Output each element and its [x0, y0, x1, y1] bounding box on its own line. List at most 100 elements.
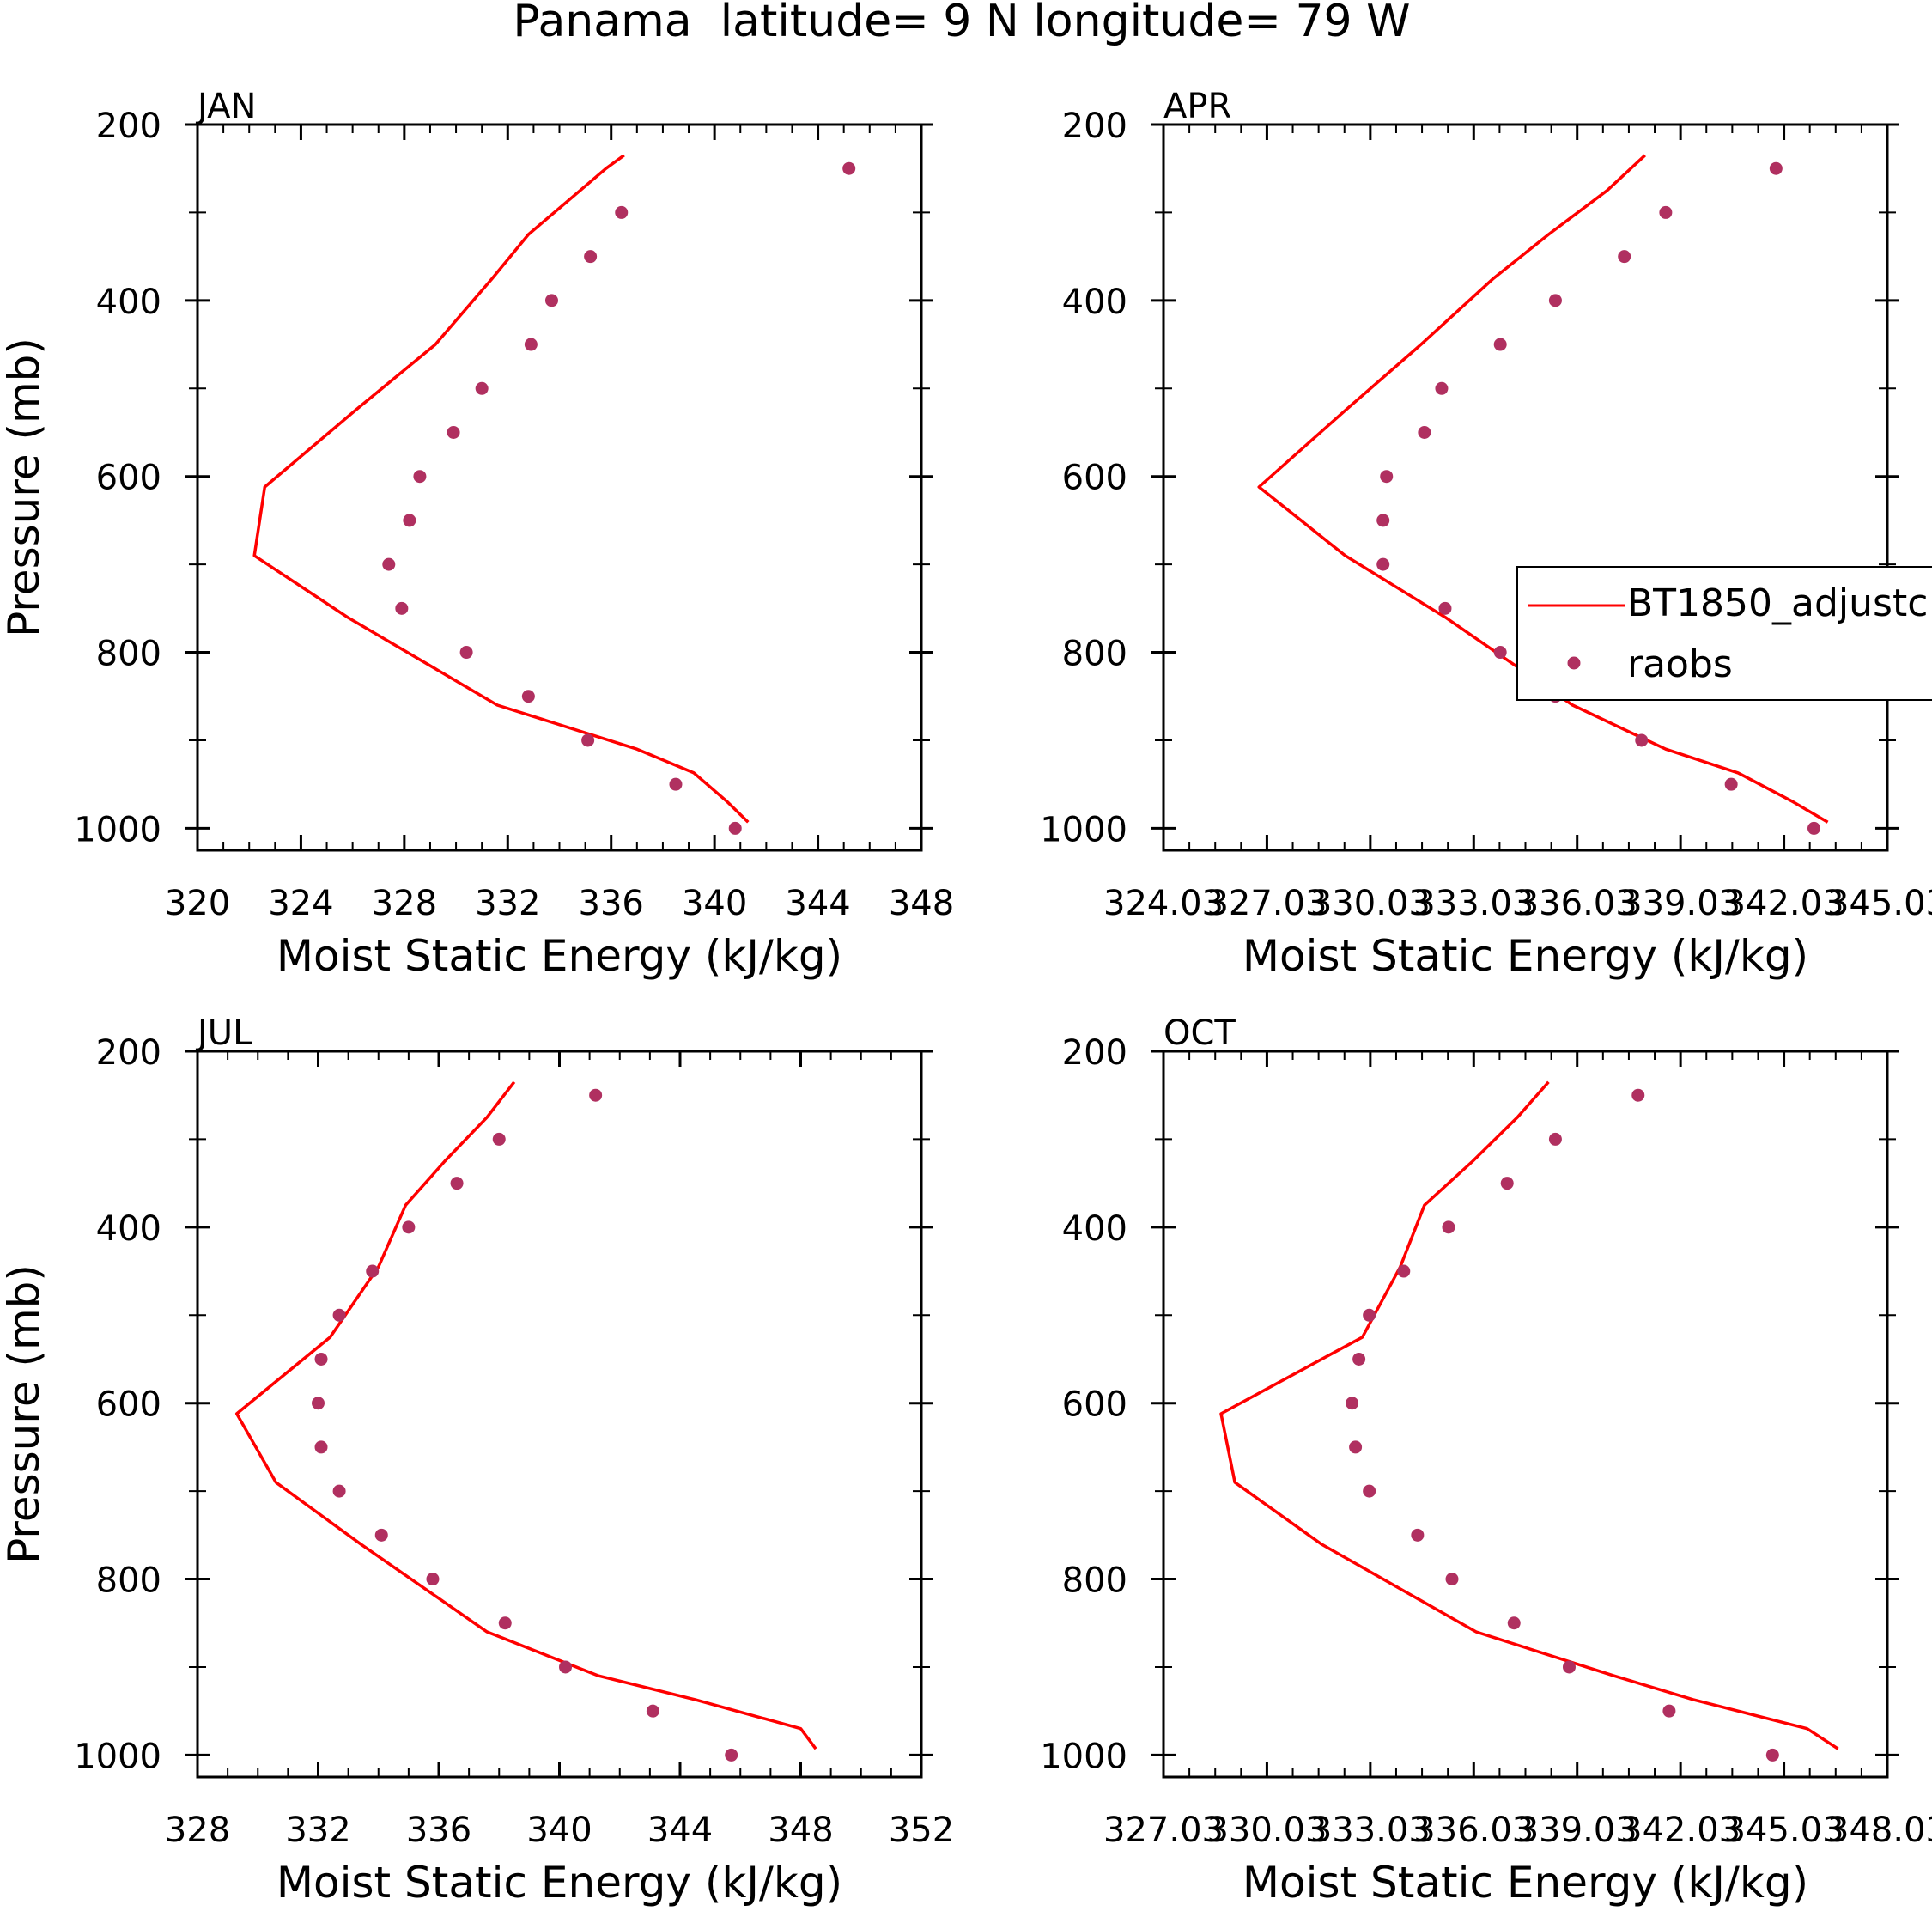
x-tick-label: 320 — [165, 884, 230, 923]
obs-point — [1442, 1220, 1455, 1234]
panel-label: OCT — [1163, 1013, 1236, 1053]
x-tick-label: 336 — [406, 1810, 471, 1850]
obs-point — [332, 1308, 346, 1322]
obs-point — [1411, 1528, 1425, 1542]
obs-point — [374, 1528, 388, 1542]
x-tick-label: 336.03 — [1413, 1810, 1534, 1850]
y-tick-label: 400 — [1062, 283, 1127, 322]
obs-point — [332, 1484, 346, 1498]
obs-point — [1631, 1088, 1645, 1102]
obs-point — [366, 1264, 380, 1278]
x-tick-label: 327.03 — [1103, 1810, 1224, 1850]
x-axis-title: Moist Static Energy (kJ/kg) — [276, 931, 842, 981]
y-tick-label: 1000 — [74, 1737, 161, 1776]
obs-point — [646, 1704, 659, 1718]
legend-box — [1516, 566, 1932, 701]
obs-point — [1493, 646, 1507, 660]
panel-label: JUL — [195, 1013, 252, 1053]
y-tick-label: 200 — [1062, 1033, 1127, 1073]
obs-point — [402, 1220, 416, 1234]
x-axis-title: Moist Static Energy (kJ/kg) — [1242, 1858, 1808, 1908]
y-tick-label: 200 — [96, 1033, 161, 1073]
obs-point — [1662, 1704, 1676, 1718]
obs-point — [426, 1573, 440, 1586]
series-line-model — [234, 1080, 817, 1750]
obs-point — [498, 1616, 512, 1630]
obs-point — [459, 646, 473, 660]
x-tick-label: 348.03 — [1827, 1810, 1932, 1850]
obs-point — [589, 1088, 603, 1102]
y-tick-label: 400 — [1062, 1209, 1127, 1249]
obs-point — [1507, 1616, 1521, 1630]
obs-point — [1493, 338, 1507, 351]
x-tick-label: 345.03 — [1724, 1810, 1844, 1850]
obs-point — [1438, 601, 1452, 615]
x-tick-label: 339.03 — [1517, 1810, 1637, 1850]
obs-point — [1769, 161, 1783, 175]
x-tick-label: 344 — [647, 1810, 713, 1850]
chart-panel-apr: APR324.03327.03330.03333.03336.03339.033… — [1040, 87, 1932, 981]
y-tick-label: 200 — [1062, 106, 1127, 146]
x-tick-label: 345.03 — [1827, 884, 1932, 923]
obs-point — [615, 205, 629, 219]
x-tick-label: 342.03 — [1724, 884, 1844, 923]
panel-label: JAN — [195, 87, 256, 126]
obs-point — [524, 338, 538, 351]
series-line-model — [1219, 1080, 1839, 1750]
obs-point — [1418, 425, 1431, 439]
y-tick-label: 600 — [96, 459, 161, 498]
x-tick-label: 333.03 — [1310, 1810, 1431, 1850]
obs-point — [669, 777, 683, 791]
obs-point — [395, 601, 409, 615]
obs-point — [403, 514, 416, 527]
x-tick-label: 342.03 — [1620, 1810, 1741, 1850]
y-tick-label: 600 — [1062, 1385, 1127, 1425]
obs-point — [1548, 1132, 1562, 1146]
obs-point — [382, 557, 396, 571]
obs-point — [1435, 381, 1449, 395]
x-tick-label: 344 — [785, 884, 850, 923]
x-tick-label: 339.03 — [1620, 884, 1741, 923]
y-tick-label: 200 — [96, 106, 161, 146]
legend-dot-swatch — [1567, 656, 1581, 670]
y-tick-label: 400 — [96, 1209, 161, 1249]
obs-point — [725, 1748, 738, 1762]
obs-point — [1659, 205, 1673, 219]
x-tick-label: 352 — [889, 1810, 954, 1850]
x-tick-label: 324.03 — [1103, 884, 1224, 923]
obs-point — [728, 821, 742, 835]
obs-point — [1346, 1397, 1359, 1410]
y-tick-label: 800 — [96, 635, 161, 674]
obs-point — [314, 1440, 328, 1454]
y-axis-title: Pressure (mb) — [0, 1264, 49, 1564]
y-axis-title: Pressure (mb) — [0, 338, 49, 637]
panel-label: APR — [1163, 87, 1231, 126]
legend-entry-model: BT1850_adjustc — [1627, 581, 1928, 625]
figure-title: Panama latitude= 9 N longitude= 79 W — [513, 0, 1410, 47]
obs-point — [1397, 1264, 1411, 1278]
x-tick-label: 332 — [285, 1810, 350, 1850]
x-tick-label: 340 — [682, 884, 747, 923]
x-tick-label: 348 — [768, 1810, 833, 1850]
chart-panel-jan: JAN 320 324 328 332 336 340 344 348 200 400 600 800 1… — [0, 87, 954, 981]
x-tick-label: 330.03 — [1206, 1810, 1327, 1850]
obs-point — [1635, 733, 1649, 747]
obs-point — [842, 161, 856, 175]
panels: JAN 320 324 328 332 336 340 344 348 200 400 600 800 1… — [0, 87, 1932, 1908]
obs-point — [312, 1397, 325, 1410]
obs-point — [521, 690, 535, 703]
y-tick-label: 800 — [96, 1561, 161, 1601]
series-line-model — [1257, 154, 1829, 824]
y-tick-label: 600 — [1062, 459, 1127, 498]
obs-point — [1363, 1484, 1376, 1498]
chart-panel-jul: JUL 328 332 336 340 344 348 352 200 400 600 800 1000… — [0, 1013, 954, 1908]
x-tick-label: 336 — [579, 884, 644, 923]
obs-point — [492, 1132, 506, 1146]
obs-point — [447, 425, 460, 439]
obs-point — [1380, 470, 1394, 484]
x-tick-label: 348 — [889, 884, 954, 923]
x-tick-label: 332 — [475, 884, 540, 923]
y-tick-label: 600 — [96, 1385, 161, 1425]
